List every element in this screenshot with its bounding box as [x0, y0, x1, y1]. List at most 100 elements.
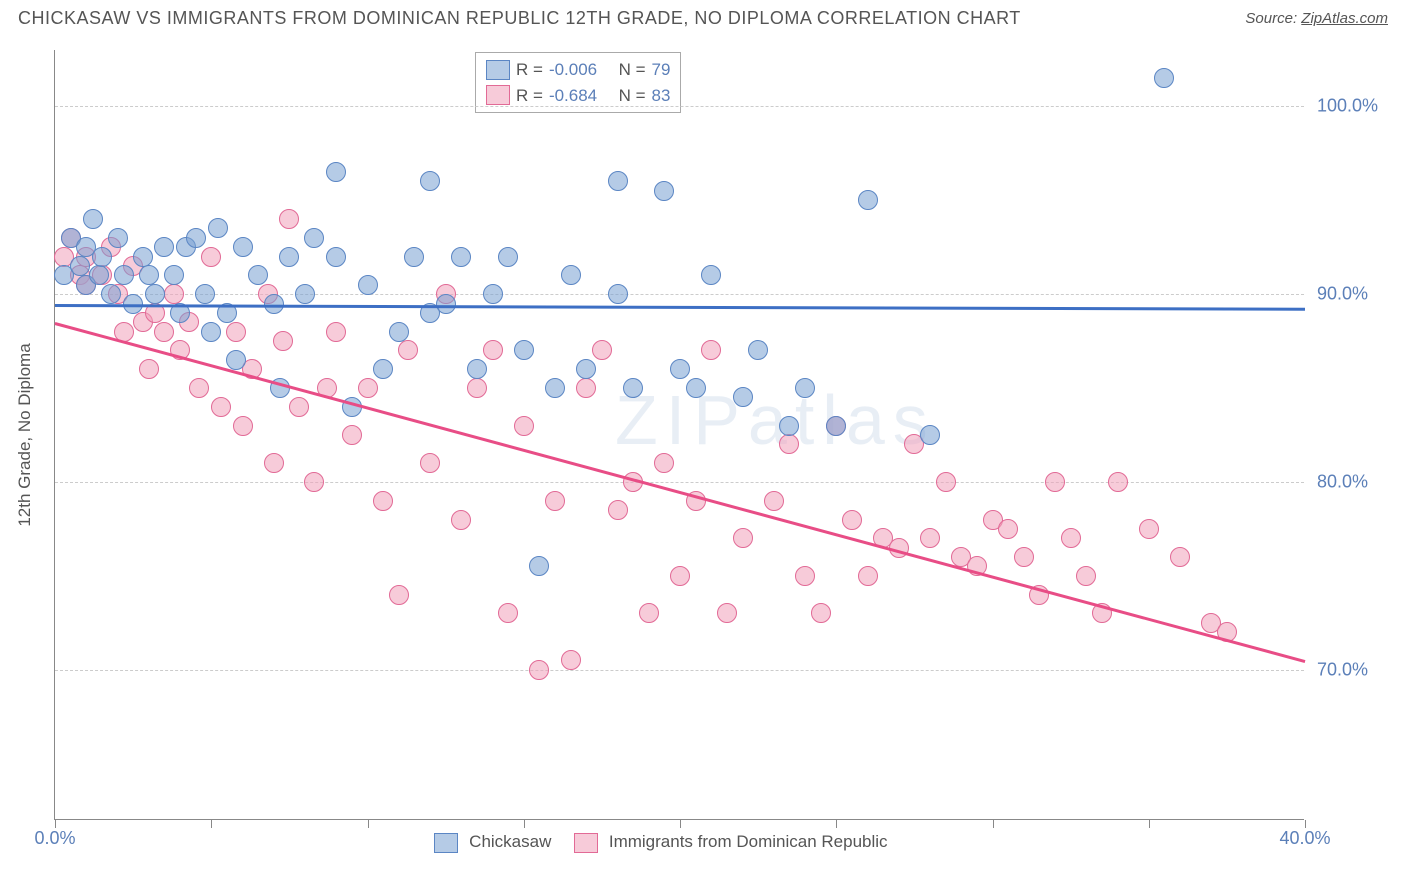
- data-point: [89, 265, 109, 285]
- data-point: [858, 190, 878, 210]
- data-point: [358, 378, 378, 398]
- data-point: [936, 472, 956, 492]
- data-point: [576, 378, 596, 398]
- data-point: [264, 453, 284, 473]
- data-point: [164, 265, 184, 285]
- data-point: [764, 491, 784, 511]
- data-point: [154, 322, 174, 342]
- x-tick: [524, 820, 525, 828]
- data-point: [483, 284, 503, 304]
- data-point: [498, 247, 518, 267]
- data-point: [398, 340, 418, 360]
- data-point: [529, 660, 549, 680]
- data-point: [389, 322, 409, 342]
- data-point: [748, 340, 768, 360]
- data-point: [226, 350, 246, 370]
- data-point: [304, 472, 324, 492]
- data-point: [289, 397, 309, 417]
- data-point: [608, 284, 628, 304]
- data-point: [92, 247, 112, 267]
- data-point: [514, 340, 534, 360]
- data-point: [451, 510, 471, 530]
- data-point: [248, 265, 268, 285]
- data-point: [608, 171, 628, 191]
- x-tick: [993, 820, 994, 828]
- data-point: [342, 425, 362, 445]
- chart-title: CHICKASAW VS IMMIGRANTS FROM DOMINICAN R…: [18, 8, 1021, 29]
- data-point: [561, 650, 581, 670]
- data-point: [164, 284, 184, 304]
- data-point: [498, 603, 518, 623]
- y-tick-label: 100.0%: [1317, 96, 1378, 117]
- data-point: [529, 556, 549, 576]
- data-point: [420, 171, 440, 191]
- legend-swatch-pink: [574, 833, 598, 853]
- legend-label-blue: Chickasaw: [469, 832, 551, 851]
- source-attribution: Source: ZipAtlas.com: [1245, 10, 1388, 27]
- r-value-blue: -0.006: [549, 57, 597, 83]
- data-point: [639, 603, 659, 623]
- data-point: [483, 340, 503, 360]
- data-point: [514, 416, 534, 436]
- data-point: [1170, 547, 1190, 567]
- bottom-legend: Chickasaw Immigrants from Dominican Repu…: [0, 832, 1304, 853]
- data-point: [373, 359, 393, 379]
- data-point: [701, 340, 721, 360]
- data-point: [670, 359, 690, 379]
- data-point: [201, 247, 221, 267]
- data-point: [195, 284, 215, 304]
- data-point: [189, 378, 209, 398]
- r-value-pink: -0.684: [549, 83, 597, 109]
- data-point: [211, 397, 231, 417]
- data-point: [358, 275, 378, 295]
- data-point: [654, 453, 674, 473]
- data-point: [998, 519, 1018, 539]
- stats-legend-box: R = -0.006 N = 79 R = -0.684 N = 83: [475, 52, 681, 113]
- data-point: [811, 603, 831, 623]
- y-tick-label: 80.0%: [1317, 471, 1368, 492]
- data-point: [545, 491, 565, 511]
- x-tick: [1305, 820, 1306, 828]
- data-point: [920, 528, 940, 548]
- x-tick: [1149, 820, 1150, 828]
- data-point: [208, 218, 228, 238]
- x-tick: [368, 820, 369, 828]
- data-point: [561, 265, 581, 285]
- watermark-text: ZIPatlas: [615, 380, 936, 460]
- data-point: [279, 209, 299, 229]
- data-point: [436, 294, 456, 314]
- data-point: [592, 340, 612, 360]
- x-tick: [211, 820, 212, 828]
- x-tick: [680, 820, 681, 828]
- data-point: [114, 265, 134, 285]
- data-point: [920, 425, 940, 445]
- data-point: [304, 228, 324, 248]
- x-tick: [836, 820, 837, 828]
- data-point: [101, 284, 121, 304]
- data-point: [108, 228, 128, 248]
- chart-plot-area: 12th Grade, No Diploma ZIPatlas R = -0.0…: [54, 50, 1304, 820]
- data-point: [1014, 547, 1034, 567]
- data-point: [670, 566, 690, 586]
- data-point: [795, 566, 815, 586]
- data-point: [373, 491, 393, 511]
- data-point: [545, 378, 565, 398]
- data-point: [326, 247, 346, 267]
- stats-row-blue: R = -0.006 N = 79: [486, 57, 670, 83]
- data-point: [686, 378, 706, 398]
- data-point: [858, 566, 878, 586]
- swatch-pink: [486, 85, 510, 105]
- data-point: [842, 510, 862, 530]
- gridline: [55, 106, 1304, 107]
- data-point: [389, 585, 409, 605]
- n-value-blue: 79: [652, 57, 671, 83]
- data-point: [139, 359, 159, 379]
- source-link[interactable]: ZipAtlas.com: [1301, 10, 1388, 27]
- data-point: [795, 378, 815, 398]
- data-point: [420, 453, 440, 473]
- data-point: [186, 228, 206, 248]
- data-point: [826, 416, 846, 436]
- data-point: [326, 162, 346, 182]
- data-point: [154, 237, 174, 257]
- gridline: [55, 294, 1304, 295]
